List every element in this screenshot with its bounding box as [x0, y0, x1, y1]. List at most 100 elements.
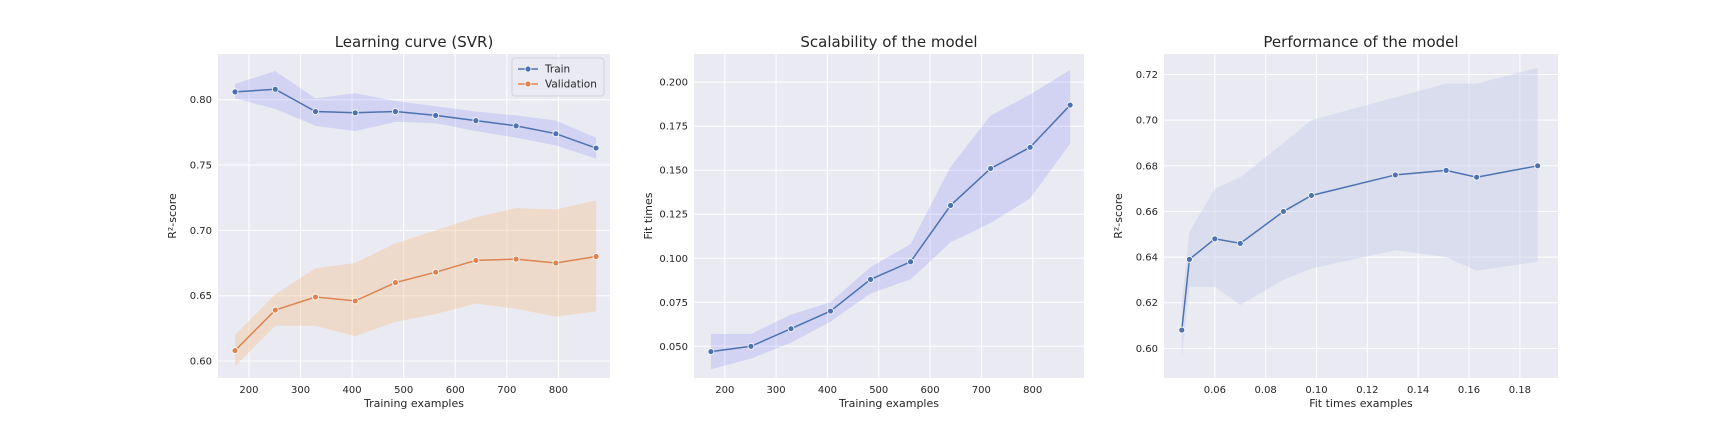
data-point: [512, 122, 520, 130]
data-point: [1186, 255, 1193, 263]
data-point: [392, 279, 399, 287]
y-tick-label: 0.70: [190, 226, 212, 237]
x-tick-label: 300: [291, 385, 310, 396]
legend-box: [511, 57, 605, 97]
x-tick-label: 200: [715, 385, 734, 396]
y-tick-label: 0.66: [1136, 207, 1158, 218]
legend-label: Validation: [545, 79, 597, 91]
x-tick-label: 0.06: [1204, 385, 1226, 396]
data-point: [1236, 239, 1244, 247]
data-point: [1442, 166, 1450, 174]
x-tick-label: 0.08: [1255, 385, 1277, 396]
plot-area: [694, 54, 1084, 378]
x-axis-label: Training examples: [838, 397, 939, 410]
data-point: [312, 293, 319, 301]
series-line: [710, 104, 1071, 353]
y-tick-label: 0.62: [1136, 298, 1158, 309]
data-point: [552, 259, 560, 267]
data-point: [787, 325, 795, 333]
scalability-chart: 200 300 400 500 600 700 800 0.050 0.075 0.100 0.12…: [642, 33, 1084, 410]
x-tick-label: 0.14: [1407, 385, 1429, 396]
data-point: [867, 275, 874, 283]
y-axis-label: Fit times: [642, 192, 655, 239]
data-point: [1308, 192, 1315, 199]
x-tick-label: 800: [1023, 385, 1042, 396]
x-axis-label: Fit times examples: [1309, 397, 1413, 410]
y-tick-label: 0.050: [659, 342, 688, 353]
x-tick-label: 400: [818, 385, 837, 396]
series-line: [234, 255, 597, 352]
x-tick-label: 500: [394, 385, 413, 396]
series-0: [707, 69, 1074, 370]
series-0: [1178, 67, 1542, 358]
data-point: [472, 117, 480, 125]
y-tick-label: 0.75: [190, 161, 212, 172]
x-tick-label: 500: [869, 385, 888, 396]
data-point: [1391, 171, 1399, 179]
data-point: [392, 108, 399, 115]
series-line: [234, 88, 597, 149]
confidence-band: [710, 69, 1071, 370]
data-point: [231, 88, 239, 96]
gridlines: [1164, 54, 1558, 378]
data-point: [271, 306, 279, 314]
data-point: [1178, 326, 1186, 334]
x-tick-label: 600: [921, 385, 940, 396]
x-tick-label: 800: [549, 385, 568, 396]
y-tick-label: 0.72: [1136, 70, 1158, 81]
data-point: [552, 130, 560, 138]
series-line: [1181, 165, 1538, 331]
data-point: [312, 108, 319, 115]
confidence-band: [235, 200, 597, 367]
y-tick-label: 0.80: [190, 95, 212, 106]
x-tick-label: 0.16: [1458, 385, 1480, 396]
data-point: [907, 258, 914, 266]
y-tick-label: 0.200: [659, 78, 688, 89]
confidence-band: [235, 70, 597, 159]
data-point: [592, 253, 600, 260]
x-tick-label: 400: [343, 385, 362, 396]
data-point: [827, 307, 834, 315]
y-axis-label: R²-score: [1112, 193, 1125, 239]
data-point: [351, 109, 359, 117]
x-axis-label: Training examples: [363, 397, 464, 410]
data-point: [472, 257, 480, 264]
data-point: [231, 347, 239, 354]
y-tick-label: 0.60: [1136, 344, 1158, 355]
data-point: [1534, 162, 1542, 170]
data-point: [432, 268, 440, 276]
series-1: [231, 200, 600, 367]
legend-label: Train: [544, 64, 570, 76]
y-axis-label: R²-score: [166, 193, 179, 239]
data-point: [1280, 208, 1287, 215]
y-tick-label: 0.70: [1136, 116, 1158, 127]
y-tick-label: 0.125: [659, 210, 688, 221]
performance-chart: 0.06 0.08 0.10 0.12 0.14 0.16 0.18 0.60 0.62 0.64…: [1112, 33, 1558, 410]
confidence-band: [1181, 67, 1538, 358]
x-tick-label: 200: [239, 385, 258, 396]
chart-title: Learning curve (SVR): [335, 33, 494, 51]
gridlines: [218, 54, 610, 378]
series-0: [231, 70, 600, 159]
x-tick-label: 700: [972, 385, 991, 396]
legend-marker: [524, 65, 532, 73]
y-tick-label: 0.175: [659, 122, 688, 133]
gridlines: [694, 54, 1084, 378]
data-point: [351, 297, 359, 305]
x-tick-label: 600: [446, 385, 465, 396]
x-tick-label: 0.12: [1356, 385, 1378, 396]
data-point: [707, 348, 715, 355]
data-point: [947, 202, 954, 209]
chart-title: Performance of the model: [1263, 33, 1458, 51]
learning-curve-chart: 200 300 400 500 600 700 800 0.60 0.65 0.70 0.75 0.8…: [166, 33, 610, 410]
y-tick-label: 0.150: [659, 166, 688, 177]
chart-title: Scalability of the model: [800, 33, 977, 51]
y-tick-label: 0.075: [659, 298, 688, 309]
data-point: [987, 165, 995, 172]
x-tick-label: 300: [767, 385, 786, 396]
data-point: [271, 85, 279, 93]
data-point: [432, 112, 440, 119]
y-tick-label: 0.65: [190, 291, 212, 302]
x-tick-label: 700: [497, 385, 516, 396]
